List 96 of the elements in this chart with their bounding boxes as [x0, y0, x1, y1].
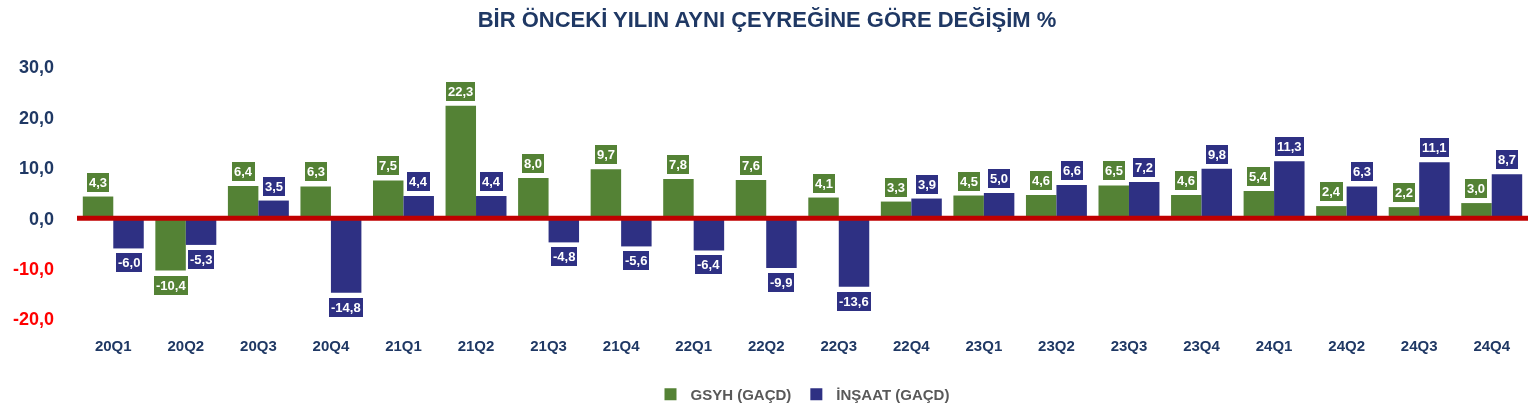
bar [663, 178, 694, 219]
data-label: -10,4 [156, 278, 187, 293]
bar [838, 218, 870, 287]
x-tick-label: 21Q2 [457, 337, 495, 354]
bar [1056, 184, 1087, 219]
bar [155, 218, 186, 271]
x-tick-label: 21Q4 [602, 337, 641, 354]
bar [1171, 195, 1202, 219]
data-label: -9,9 [770, 275, 793, 290]
x-tick-label: 24Q1 [1255, 337, 1293, 354]
y-tick-label: 10,0 [18, 158, 54, 179]
data-label: 7,5 [379, 158, 398, 173]
data-label: 3,5 [265, 179, 284, 194]
data-label: 5,0 [990, 171, 1009, 186]
x-tick-label: 24Q4 [1473, 337, 1511, 354]
y-tick-label: 30,0 [18, 57, 54, 78]
data-label: -13,6 [839, 294, 869, 309]
data-label: 6,3 [1353, 164, 1372, 179]
data-label: 4,3 [89, 175, 108, 190]
data-label: 4,5 [960, 174, 979, 189]
data-label: 11,1 [1422, 140, 1447, 155]
bar [445, 105, 477, 219]
data-label: 2,4 [1322, 184, 1341, 199]
y-tick-label: 20,0 [18, 107, 54, 128]
data-label: 6,5 [1105, 163, 1124, 178]
data-label: 22,3 [448, 84, 474, 99]
x-tick-label: 22Q1 [675, 337, 713, 354]
data-label: 7,6 [742, 158, 761, 173]
bar [1491, 174, 1523, 219]
data-label: 4,4 [482, 174, 501, 189]
bar [1243, 190, 1275, 219]
bar [403, 196, 434, 219]
x-tick-label: 20Q3 [240, 337, 277, 354]
bar [766, 218, 797, 269]
data-label: 3,0 [1467, 181, 1486, 196]
x-tick-label: 24Q2 [1328, 337, 1365, 354]
data-label: -4,8 [553, 249, 576, 264]
bar [1201, 168, 1232, 219]
data-label: 7,8 [669, 157, 688, 172]
data-label: -5,6 [625, 253, 648, 268]
data-label: 4,1 [815, 176, 834, 191]
bar [476, 196, 507, 219]
data-label: -6,4 [697, 257, 721, 272]
bar [373, 180, 404, 219]
data-label: 6,3 [307, 164, 326, 179]
x-tick-label: 22Q3 [820, 337, 858, 354]
bar [983, 193, 1015, 219]
x-tick-label: 22Q2 [747, 337, 785, 354]
x-tick-label: 23Q4 [1183, 337, 1221, 354]
x-tick-label: 23Q1 [965, 337, 1003, 354]
x-tick-label: 20Q2 [167, 337, 205, 354]
bar [330, 218, 362, 293]
chart-title: BİR ÖNCEKİ YILIN AYNI ÇEYREĞİNE GÖRE DEĞİŞİM % [477, 6, 1057, 32]
data-label: 4,6 [1032, 173, 1051, 188]
data-label: 7,2 [1135, 160, 1154, 175]
data-label: 3,3 [887, 180, 906, 195]
data-label: 8,0 [524, 156, 543, 171]
bar [300, 186, 331, 219]
data-label: 6,6 [1063, 163, 1082, 178]
bar [113, 218, 144, 249]
data-label: 2,2 [1395, 185, 1414, 200]
data-label: 9,7 [597, 147, 616, 162]
bar [1419, 162, 1450, 219]
data-label: -5,3 [190, 252, 213, 267]
bar [1274, 161, 1305, 219]
bar [1128, 181, 1160, 219]
data-label: -14,8 [331, 300, 361, 315]
legend-label: GSYH (GAÇD) [690, 386, 792, 404]
y-tick-label: -20,0 [12, 309, 54, 330]
data-label: 11,3 [1277, 139, 1302, 154]
data-label: 9,8 [1208, 147, 1227, 162]
x-tick-label: 23Q2 [1038, 337, 1075, 354]
x-tick-label: 21Q1 [385, 337, 422, 354]
x-tick-label: 21Q3 [530, 337, 567, 354]
bar [590, 169, 622, 219]
x-tick-label: 24Q3 [1400, 337, 1438, 354]
y-tick-label: -10,0 [12, 258, 54, 279]
data-label: 8,7 [1498, 152, 1517, 167]
x-tick-label: 23Q3 [1110, 337, 1148, 354]
bar [1346, 186, 1378, 219]
data-label: 3,9 [918, 177, 937, 192]
data-label: 5,4 [1249, 169, 1268, 184]
data-label: -6,0 [118, 255, 141, 270]
data-label: 4,6 [1177, 173, 1196, 188]
bar [953, 195, 984, 219]
legend-label: İNŞAAT (GAÇD) [836, 386, 950, 404]
data-label: 6,4 [234, 164, 253, 179]
x-tick-label: 20Q1 [94, 337, 132, 354]
x-tick-label: 22Q4 [892, 337, 931, 354]
bar [735, 179, 767, 219]
y-tick-label: 0,0 [28, 208, 54, 229]
data-label: 4,4 [409, 174, 428, 189]
bar [518, 177, 549, 219]
x-tick-label: 20Q4 [312, 337, 350, 354]
bar [1098, 185, 1129, 219]
bar [227, 185, 259, 219]
